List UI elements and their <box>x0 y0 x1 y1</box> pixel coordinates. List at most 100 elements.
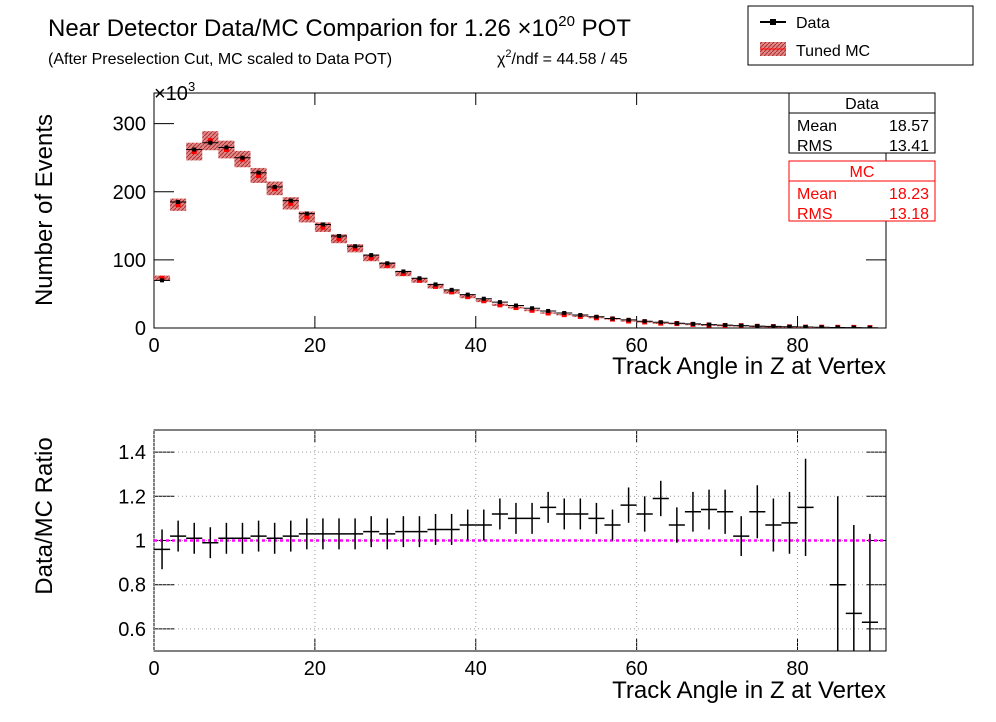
data-marker <box>224 145 229 150</box>
data-marker <box>192 147 197 152</box>
data-marker <box>497 300 502 305</box>
data-marker <box>723 323 728 328</box>
data-marker <box>401 269 406 274</box>
subtitle: (After Preselection Cut, MC scaled to Da… <box>48 51 392 68</box>
data-marker <box>867 325 872 328</box>
mc-marker <box>416 277 422 283</box>
data-marker <box>288 198 293 203</box>
data-marker <box>835 325 840 328</box>
y-tick-label: 200 <box>113 182 146 204</box>
mc-marker <box>159 275 165 281</box>
x-tick-label: 0 <box>148 335 159 357</box>
y-tick-label: 0 <box>135 318 146 340</box>
data-marker <box>690 321 695 326</box>
y-axis-label: Data/MC Ratio <box>31 437 58 594</box>
data-marker <box>626 317 631 322</box>
y-tick-label: 1.2 <box>118 486 146 508</box>
data-marker <box>658 320 663 325</box>
data-marker <box>385 261 390 266</box>
data-marker <box>433 282 438 287</box>
data-marker <box>417 276 422 281</box>
y-tick-label: 0.8 <box>118 575 146 597</box>
mc-marker <box>384 262 390 268</box>
mc-marker <box>336 236 342 242</box>
y-tick-label: 300 <box>113 114 146 136</box>
mc-marker <box>481 298 487 304</box>
chi2: χ2/ndf = 44.58 / 45 <box>497 48 628 68</box>
chart-title: Near Detector Data/MC Comparion for 1.26… <box>48 13 631 42</box>
data-marker <box>739 323 744 328</box>
data-marker <box>594 314 599 319</box>
legend-label: Tuned MC <box>796 43 870 60</box>
data-marker <box>513 303 518 308</box>
mc-marker <box>449 289 455 295</box>
mc-marker <box>368 255 374 261</box>
stats-key: Mean <box>797 118 837 135</box>
stats-box <box>788 160 936 222</box>
mc-marker <box>256 172 262 178</box>
mc-marker <box>223 147 229 153</box>
data-marker <box>240 155 245 160</box>
data-marker <box>819 325 824 328</box>
data-marker <box>642 319 647 324</box>
stats-title: Data <box>845 96 879 113</box>
mc-marker <box>304 214 310 220</box>
data-marker <box>160 278 165 283</box>
legend-label: Data <box>796 15 830 32</box>
x-tick-label: 80 <box>786 335 808 357</box>
legend-marker <box>770 19 776 25</box>
stats-key: RMS <box>797 206 833 223</box>
mc-marker <box>207 138 213 144</box>
data-marker <box>449 287 454 292</box>
data-marker <box>256 170 261 175</box>
data-marker <box>546 308 551 313</box>
stats-value: 18.23 <box>889 186 929 203</box>
mc-marker <box>513 305 519 311</box>
plot-area <box>154 131 878 328</box>
stats-value: 13.18 <box>889 206 929 223</box>
data-marker <box>272 185 277 189</box>
mc-marker <box>288 200 294 206</box>
data-marker <box>304 211 309 216</box>
y-axis-label: Number of Events <box>31 114 58 306</box>
data-marker <box>610 316 615 321</box>
stats-value: 13.41 <box>889 138 929 155</box>
data-marker <box>562 311 567 316</box>
data-marker <box>578 313 583 318</box>
mc-marker <box>433 283 439 289</box>
x-tick-label: 80 <box>786 658 808 680</box>
data-marker <box>674 321 679 326</box>
plot-area <box>154 458 886 651</box>
stats-value: 18.57 <box>889 118 929 135</box>
x-tick-label: 20 <box>304 658 326 680</box>
mc-marker <box>191 149 197 155</box>
data-marker <box>771 324 776 328</box>
data-marker <box>481 296 486 301</box>
y-tick-label: 100 <box>113 250 146 272</box>
x-axis-label: Track Angle in Z at Vertex <box>612 353 886 380</box>
y-multiplier: ×103 <box>154 79 195 105</box>
x-tick-label: 60 <box>626 335 648 357</box>
stats-title: MC <box>850 164 875 181</box>
data-marker <box>337 234 342 239</box>
data-marker <box>755 324 760 328</box>
top-frame <box>153 92 887 329</box>
data-marker <box>803 324 808 328</box>
data-marker <box>530 306 535 311</box>
mc-marker <box>465 294 471 300</box>
stats-box <box>788 92 936 154</box>
x-tick-label: 40 <box>465 335 487 357</box>
x-tick-label: 20 <box>304 335 326 357</box>
data-marker <box>353 244 358 249</box>
mc-marker <box>352 245 358 251</box>
y-tick-label: 1.4 <box>118 442 146 464</box>
mc-marker <box>497 302 503 308</box>
x-axis-label: Track Angle in Z at Vertex <box>612 677 886 704</box>
mc-marker <box>529 307 535 313</box>
mc-marker <box>175 202 181 208</box>
x-tick-label: 40 <box>465 658 487 680</box>
mc-marker <box>545 310 551 316</box>
data-marker <box>851 325 856 328</box>
data-marker <box>208 140 213 145</box>
